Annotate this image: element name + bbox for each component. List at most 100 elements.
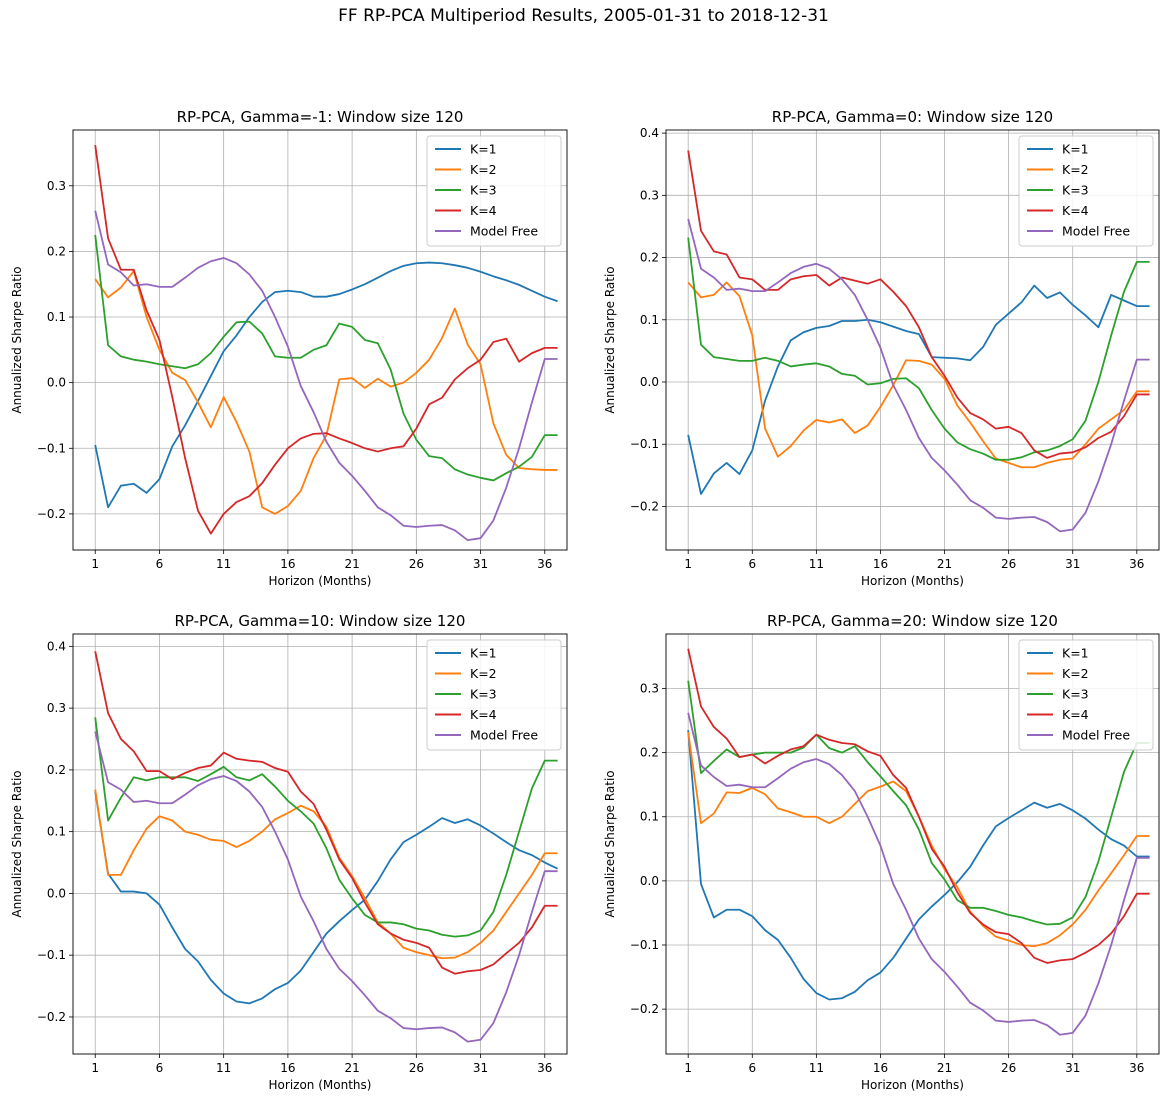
series-line-k-2 [94, 789, 558, 960]
subplot-3: 1 6 11 16 21 26 31 36−0.2−0.10.00.10.20.30.4RP-… [10, 612, 568, 1092]
y-tick-label: 0.3 [640, 188, 659, 202]
series-line-k-3 [94, 234, 558, 482]
x-axis-label: Horizon (Months) [861, 574, 964, 588]
legend: K=1 K=2 K=3 K=4 Model Free [1018, 135, 1154, 247]
y-axis-label: Annualized Sharpe Ratio [10, 266, 24, 413]
series-line-model-free [687, 218, 1150, 533]
x-tick-label: 6 [156, 557, 164, 571]
x-tick-label: 16 [280, 1061, 295, 1075]
legend-entry: K=2 [470, 666, 497, 681]
y-tick-label: 0.1 [47, 825, 66, 839]
figure-suptitle: FF RP-PCA Multiperiod Results, 2005-01-3… [338, 6, 829, 26]
x-tick-label: 11 [216, 1061, 231, 1075]
legend-entry: K=3 [1062, 183, 1089, 198]
y-tick-label: 0.3 [47, 179, 66, 193]
x-tick-label: 26 [409, 1061, 424, 1075]
y-tick-label: −0.1 [630, 437, 659, 451]
x-tick-label: 16 [873, 1061, 888, 1075]
series-line-k-1 [687, 284, 1150, 495]
y-tick-label: 0.3 [640, 682, 659, 696]
y-tick-label: −0.1 [630, 938, 659, 952]
legend-entry: K=4 [1062, 707, 1089, 722]
y-tick-label: 0.1 [47, 310, 66, 324]
series-line-k-3 [687, 680, 1150, 926]
x-tick-label: 1 [91, 557, 99, 571]
axes-frame [665, 129, 1160, 551]
series-line-k-1 [94, 261, 558, 509]
y-tick-label: −0.2 [37, 507, 66, 521]
legend-box [1018, 135, 1154, 247]
legend-entry: Model Free [470, 224, 538, 239]
x-axis-label: Horizon (Months) [861, 1078, 964, 1092]
subplot-title: RP-PCA, Gamma=20: Window size 120 [767, 612, 1058, 630]
axes-frame [665, 633, 1160, 1055]
x-tick-label: 11 [809, 557, 824, 571]
series-line-k-3 [687, 237, 1150, 461]
y-axis-label: Annualized Sharpe Ratio [603, 770, 617, 917]
legend-entry: K=3 [1062, 687, 1089, 702]
x-tick-label: 26 [409, 557, 424, 571]
legend: K=1 K=2 K=3 K=4 Model Free [426, 639, 562, 751]
series-line-k-2 [687, 731, 1150, 948]
x-tick-label: 36 [1129, 1061, 1144, 1075]
series-line-k-1 [687, 730, 1150, 1001]
x-tick-label: 26 [1001, 1061, 1016, 1075]
y-tick-label: 0.4 [47, 639, 66, 653]
series-line-model-free [94, 210, 558, 542]
series-line-k-4 [687, 150, 1150, 459]
axes-frame [72, 129, 568, 551]
subplot-title: RP-PCA, Gamma=10: Window size 120 [175, 612, 466, 630]
y-tick-label: 0.3 [47, 701, 66, 715]
x-tick-label: 36 [1129, 557, 1144, 571]
x-tick-label: 31 [473, 1061, 488, 1075]
legend-entry: K=2 [470, 162, 497, 177]
x-tick-label: 6 [748, 1061, 756, 1075]
y-tick-label: −0.2 [630, 499, 659, 513]
legend-entry: K=1 [470, 142, 497, 157]
subplot-title: RP-PCA, Gamma=0: Window size 120 [772, 108, 1053, 126]
legend-entry: K=2 [1062, 162, 1089, 177]
y-tick-label: −0.2 [37, 1010, 66, 1024]
x-tick-label: 31 [473, 557, 488, 571]
legend-entry: K=3 [470, 687, 497, 702]
x-tick-label: 21 [344, 1061, 359, 1075]
x-tick-label: 1 [684, 557, 692, 571]
x-tick-label: 31 [1065, 1061, 1080, 1075]
series-line-k-4 [94, 144, 558, 535]
x-tick-label: 21 [937, 1061, 952, 1075]
x-tick-label: 26 [1001, 557, 1016, 571]
subplot-1: 1 6 11 16 21 26 31 36−0.2−0.10.00.10.20.3RP-PCA… [10, 108, 568, 588]
y-tick-label: 0.2 [640, 746, 659, 760]
legend-entry: K=1 [470, 646, 497, 661]
series-line-k-4 [94, 651, 558, 975]
legend-entry: K=1 [1062, 646, 1089, 661]
legend-entry: Model Free [1062, 728, 1130, 743]
legend-entry: Model Free [1062, 224, 1130, 239]
series-line-k-3 [94, 717, 558, 938]
y-tick-label: 0.1 [640, 313, 659, 327]
x-tick-label: 16 [873, 557, 888, 571]
y-axis-label: Annualized Sharpe Ratio [10, 770, 24, 917]
x-axis-label: Horizon (Months) [269, 1078, 372, 1092]
legend-entry: K=4 [1062, 203, 1089, 218]
y-tick-label: 0.1 [640, 810, 659, 824]
series-line-k-2 [94, 270, 558, 515]
x-tick-label: 36 [537, 1061, 552, 1075]
x-tick-label: 1 [684, 1061, 692, 1075]
x-axis-label: Horizon (Months) [269, 574, 372, 588]
x-tick-label: 21 [937, 557, 952, 571]
y-tick-label: −0.2 [630, 1002, 659, 1016]
series-line-model-free [687, 712, 1150, 1036]
y-axis-label: Annualized Sharpe Ratio [603, 266, 617, 413]
x-tick-label: 11 [809, 1061, 824, 1075]
legend-box [426, 639, 562, 751]
axes-frame [72, 633, 568, 1055]
y-tick-label: 0.0 [47, 376, 66, 390]
x-tick-label: 36 [537, 557, 552, 571]
legend: K=1 K=2 K=3 K=4 Model Free [1018, 639, 1154, 751]
x-tick-label: 11 [216, 557, 231, 571]
legend-entry: Model Free [470, 728, 538, 743]
x-tick-label: 16 [280, 557, 295, 571]
y-tick-label: 0.2 [47, 244, 66, 258]
